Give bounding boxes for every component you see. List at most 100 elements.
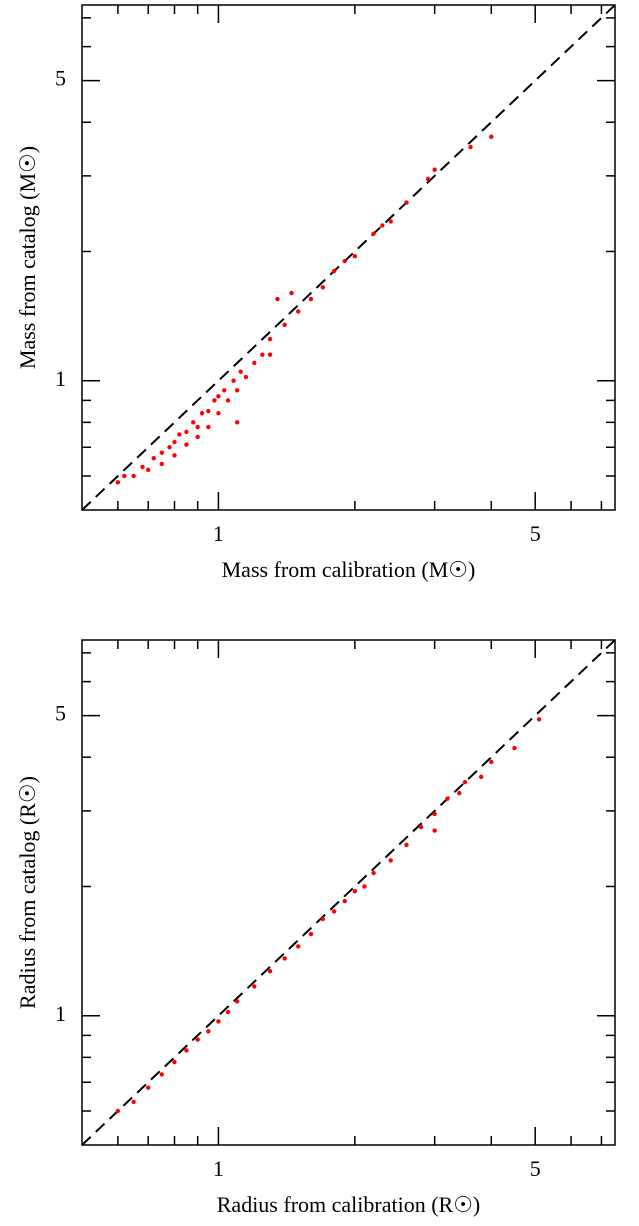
point xyxy=(151,456,156,461)
point xyxy=(234,999,240,1004)
point xyxy=(146,1085,151,1090)
point xyxy=(243,374,249,380)
point xyxy=(371,231,376,236)
y-axis-label: Mass from catalog (M☉) xyxy=(15,146,40,369)
point xyxy=(216,394,221,399)
point xyxy=(191,420,196,425)
point xyxy=(131,473,136,479)
point xyxy=(206,424,211,430)
point xyxy=(282,956,287,961)
point xyxy=(216,411,221,416)
point xyxy=(352,889,358,894)
point xyxy=(267,336,273,342)
point xyxy=(489,134,494,139)
point xyxy=(404,200,409,205)
point xyxy=(260,352,265,357)
point xyxy=(225,1009,231,1015)
plot-frame xyxy=(81,639,616,1146)
point xyxy=(167,445,172,450)
point xyxy=(222,388,227,393)
point xyxy=(362,884,367,889)
point xyxy=(342,898,347,904)
point xyxy=(267,968,273,974)
point xyxy=(234,388,240,393)
point xyxy=(380,223,385,228)
x-axis-label: Mass from calibration (M☉) xyxy=(222,557,476,582)
point xyxy=(184,429,189,435)
point xyxy=(122,473,127,479)
point xyxy=(296,309,301,314)
point xyxy=(342,258,347,264)
point xyxy=(172,1059,177,1065)
point xyxy=(512,745,517,751)
point xyxy=(371,870,376,876)
point xyxy=(225,398,231,403)
point xyxy=(320,285,326,290)
point xyxy=(159,461,165,467)
point xyxy=(216,1019,221,1024)
point xyxy=(199,411,205,416)
point xyxy=(289,290,294,296)
point xyxy=(184,442,189,447)
point xyxy=(282,322,287,327)
x-tick-label: 1 xyxy=(213,521,224,546)
point xyxy=(308,931,314,937)
point xyxy=(320,916,326,922)
x-axis-label: Radius from calibration (R☉) xyxy=(217,1192,481,1217)
point xyxy=(331,268,337,274)
y-tick-label: 5 xyxy=(55,66,66,91)
point xyxy=(432,167,437,172)
point xyxy=(388,219,393,224)
y-axis-label: Radius from catalog (R☉) xyxy=(15,776,40,1009)
point xyxy=(172,439,177,445)
point xyxy=(275,296,280,302)
point xyxy=(238,369,243,374)
point xyxy=(489,759,494,765)
y-tick-label: 1 xyxy=(55,366,66,391)
point xyxy=(206,1029,211,1034)
point xyxy=(177,432,182,437)
y-tick-label: 1 xyxy=(55,1001,66,1026)
point xyxy=(388,858,393,863)
y-tick-label: 5 xyxy=(55,701,66,726)
identity-line xyxy=(81,4,616,511)
point xyxy=(206,408,211,414)
point xyxy=(308,296,314,302)
point xyxy=(468,144,473,150)
point xyxy=(252,360,257,366)
point xyxy=(296,944,301,949)
point xyxy=(234,420,240,425)
point xyxy=(195,434,200,440)
point xyxy=(331,909,337,914)
point xyxy=(418,824,424,830)
point xyxy=(195,424,200,430)
point xyxy=(432,828,437,833)
point xyxy=(146,467,151,473)
point xyxy=(212,398,217,403)
point xyxy=(252,984,257,989)
x-tick-label: 5 xyxy=(530,1156,541,1181)
identity-line xyxy=(81,639,616,1146)
point xyxy=(195,1037,200,1042)
x-tick-label: 5 xyxy=(530,521,541,546)
point xyxy=(159,1072,165,1077)
point xyxy=(159,450,165,455)
x-tick-label: 1 xyxy=(213,1156,224,1181)
point xyxy=(352,254,358,259)
point xyxy=(462,779,468,785)
point xyxy=(404,842,409,848)
point xyxy=(184,1048,189,1053)
point xyxy=(432,811,437,817)
point xyxy=(425,176,431,182)
point xyxy=(445,796,450,802)
point xyxy=(131,1099,136,1105)
point xyxy=(115,480,121,485)
point xyxy=(478,774,484,780)
point xyxy=(172,453,177,458)
point xyxy=(115,1108,121,1114)
point xyxy=(536,717,542,722)
point xyxy=(231,378,236,383)
plot-frame xyxy=(81,4,616,511)
point xyxy=(267,352,273,357)
